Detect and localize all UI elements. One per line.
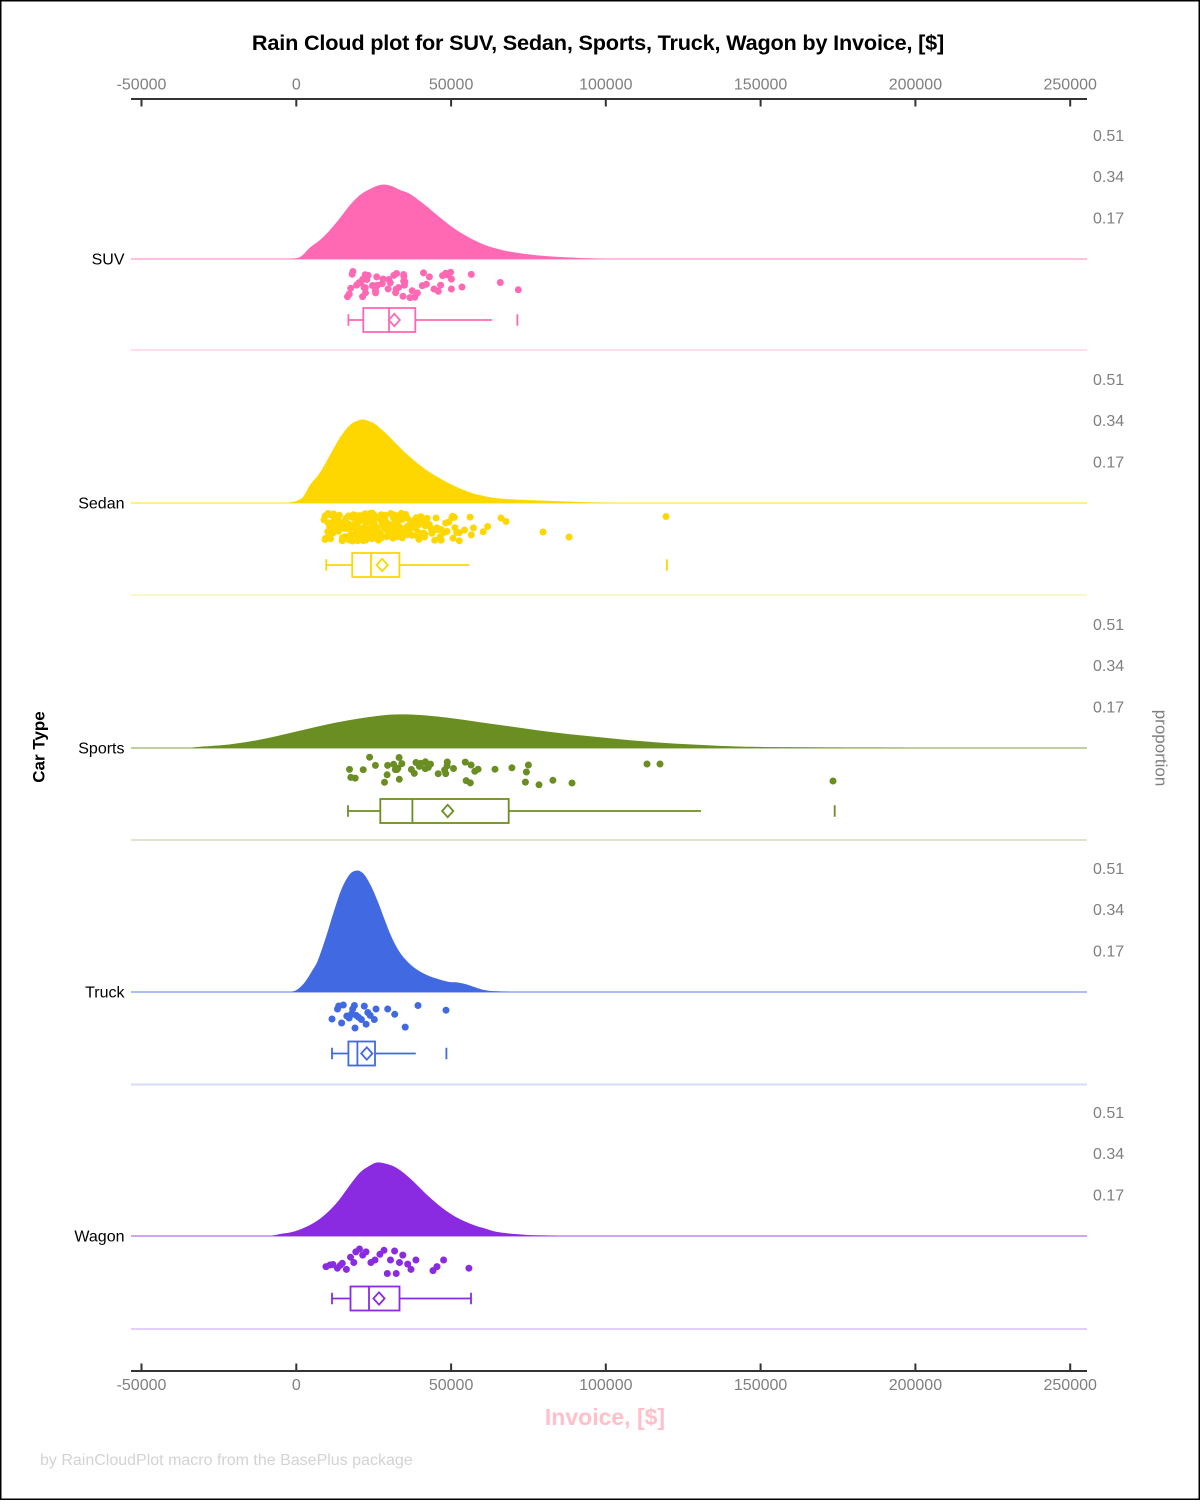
svg-text:0.17: 0.17 [1093,943,1124,960]
svg-text:100000: 100000 [579,1377,632,1394]
svg-text:200000: 200000 [889,1377,942,1394]
svg-text:0: 0 [292,1377,301,1394]
svg-text:0.51: 0.51 [1093,372,1124,389]
svg-text:SUV: SUV [92,252,125,269]
svg-text:Car Type: Car Type [30,711,49,783]
svg-text:0.17: 0.17 [1093,699,1124,716]
svg-text:0.34: 0.34 [1093,1146,1124,1163]
svg-text:0.17: 0.17 [1093,210,1124,227]
svg-text:0.51: 0.51 [1093,617,1124,634]
svg-text:Wagon: Wagon [74,1229,124,1246]
svg-text:Sports: Sports [78,741,124,758]
svg-text:200000: 200000 [889,77,942,94]
svg-text:250000: 250000 [1044,1377,1097,1394]
svg-text:-50000: -50000 [117,77,167,94]
svg-text:proportion: proportion [1152,710,1171,787]
svg-text:0.51: 0.51 [1093,861,1124,878]
svg-text:0.17: 0.17 [1093,454,1124,471]
svg-text:0.17: 0.17 [1093,1187,1124,1204]
svg-text:0.34: 0.34 [1093,413,1124,430]
svg-text:0.51: 0.51 [1093,128,1124,145]
svg-text:by RainCloudPlot macro from th: by RainCloudPlot macro from the BasePlus… [40,1452,413,1469]
svg-text:0: 0 [292,77,301,94]
svg-text:0.51: 0.51 [1093,1105,1124,1122]
svg-text:0.34: 0.34 [1093,658,1124,675]
svg-text:Invoice, [$]: Invoice, [$] [545,1404,665,1430]
svg-text:Sedan: Sedan [78,496,124,513]
svg-text:150000: 150000 [734,1377,787,1394]
svg-text:0.34: 0.34 [1093,169,1124,186]
svg-text:0.34: 0.34 [1093,902,1124,919]
svg-text:250000: 250000 [1044,77,1097,94]
svg-text:50000: 50000 [429,1377,474,1394]
svg-text:100000: 100000 [579,77,632,94]
svg-text:Truck: Truck [85,985,125,1002]
svg-text:-50000: -50000 [117,1377,167,1394]
svg-text:Rain Cloud plot for SUV, Sedan: Rain Cloud plot for SUV, Sedan, Sports, … [252,30,944,55]
svg-text:50000: 50000 [429,77,474,94]
svg-text:150000: 150000 [734,77,787,94]
